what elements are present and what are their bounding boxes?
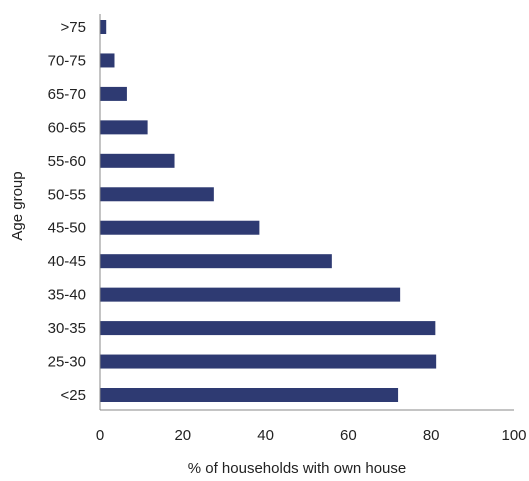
y-axis-title: Age group [9,171,26,240]
bar-0 [100,20,107,34]
x-axis-title: % of households with own house [188,460,406,477]
x-tick-label-4: 80 [423,427,440,444]
x-tick-labels: 0 20 40 60 80 100 [96,427,527,444]
bar-11 [100,388,399,402]
x-tick-label-3: 60 [340,427,357,444]
bar-1 [100,53,115,68]
bar-8 [100,287,401,302]
x-tick-label-5: 100 [501,427,526,444]
bar-4 [100,153,175,168]
y-tick-labels: >75 70-75 65-70 60-65 55-60 50-55 45-50 40-45 35… [48,19,86,404]
y-tick-label-7: 40-45 [48,253,86,270]
y-tick-label-8: 35-40 [48,287,86,304]
bar-2 [100,86,127,101]
y-tick-label-1: 70-75 [48,52,86,69]
bar-7 [100,254,332,269]
x-tick-label-0: 0 [96,427,104,444]
y-tick-label-11: <25 [61,387,86,404]
bar-9 [100,321,436,336]
x-tick-label-2: 40 [257,427,274,444]
y-tick-label-10: 25-30 [48,354,86,371]
y-tick-label-3: 60-65 [48,119,86,136]
y-tick-label-2: 65-70 [48,86,86,103]
y-tick-label-0: >75 [61,19,86,36]
y-tick-label-5: 50-55 [48,186,86,203]
bar-6 [100,220,260,235]
y-tick-label-4: 55-60 [48,153,86,170]
y-tick-label-6: 45-50 [48,220,86,237]
x-tick-label-1: 20 [174,427,191,444]
bars-group [100,20,437,402]
bar-5 [100,187,214,202]
bar-3 [100,120,148,135]
bar-10 [100,354,437,369]
y-tick-label-9: 30-35 [48,320,86,337]
